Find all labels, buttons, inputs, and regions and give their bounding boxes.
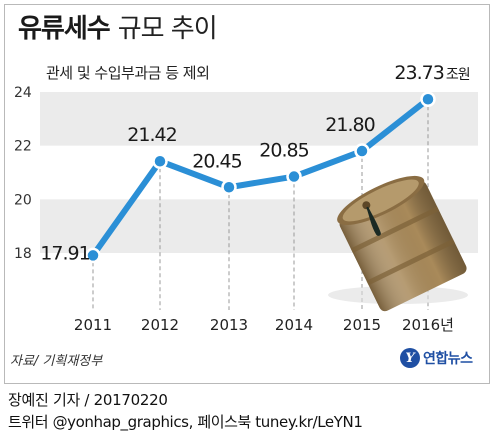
yonhap-logo: Y 연합뉴스: [400, 346, 473, 370]
data-point: [354, 143, 370, 159]
grid-band: [40, 92, 478, 146]
data-point: [221, 179, 237, 196]
data-label: 21.80: [325, 114, 374, 136]
data-label: 20.85: [259, 140, 308, 162]
data-label: 23.73 조원: [394, 62, 469, 84]
series-line: [90, 96, 431, 259]
oil-barrel-illustration: [328, 175, 468, 312]
line-chart: 18 20 22 24 17.91 21.42 20.45 20.85 21.80 23.73 조…: [14, 62, 478, 334]
title-rest: 규모 추이: [117, 14, 218, 44]
data-point: [286, 168, 302, 185]
yonhap-logo-icon: Y: [400, 348, 420, 368]
chart-title: 유류세수 규모 추이: [18, 8, 218, 45]
y-tick-label: 18: [14, 246, 32, 262]
x-tick-label: 2013: [210, 316, 248, 334]
source-note: 자료/ 기획재정부: [10, 354, 103, 369]
data-label: 21.42: [127, 124, 176, 146]
social-credit: 트위터 @yonhap_graphics, 페이스북 tuney.kr/LeYN…: [8, 413, 363, 431]
author-credit: 장예진 기자 / 20170220: [8, 391, 168, 409]
x-tick-label: 2016년: [402, 316, 454, 334]
data-point: [85, 247, 101, 264]
y-tick-label: 24: [14, 85, 32, 101]
data-point: [420, 91, 436, 107]
chart-subtitle: 관세 및 수입부과금 등 제외: [46, 64, 210, 82]
x-tick-label: 2011: [74, 316, 112, 334]
x-tick-label: 2014: [275, 316, 313, 334]
data-point: [152, 153, 168, 169]
y-tick-label: 20: [14, 192, 32, 208]
data-label: 17.91: [40, 242, 89, 264]
x-tick-label: 2012: [141, 316, 179, 334]
yonhap-logo-text: 연합뉴스: [423, 351, 473, 367]
y-tick-label: 22: [14, 139, 32, 155]
title-main: 유류세수: [18, 14, 111, 44]
x-tick-label: 2015: [343, 316, 381, 334]
data-label: 20.45: [192, 150, 241, 172]
